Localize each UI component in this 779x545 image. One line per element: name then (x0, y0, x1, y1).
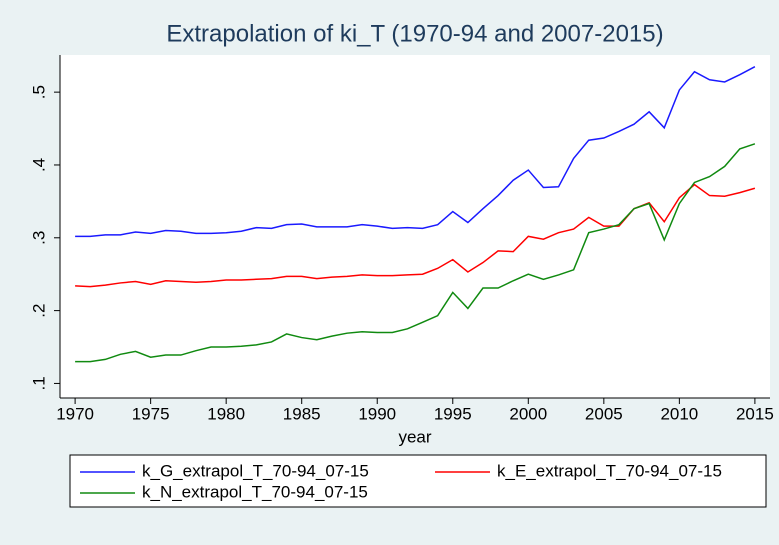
x-tick-label: 2015 (736, 404, 774, 423)
y-tick-label: .1 (29, 376, 48, 390)
x-tick-label: 2005 (585, 404, 623, 423)
plot-area (60, 55, 770, 398)
legend (69, 454, 767, 508)
x-tick-label: 1990 (358, 404, 396, 423)
y-tick-label: .3 (29, 231, 48, 245)
chart-title: Extrapolation of ki_T (1970-94 and 2007-… (166, 20, 663, 47)
x-tick-label: 2010 (660, 404, 698, 423)
x-tick-label: 1970 (56, 404, 94, 423)
x-axis-label: year (398, 427, 431, 446)
legend-label: k_E_extrapol_T_70-94_07-15 (497, 461, 722, 480)
x-tick-label: 1980 (207, 404, 245, 423)
x-tick-label: 2000 (509, 404, 547, 423)
legend-label: k_N_extrapol_T_70-94_07-15 (142, 482, 368, 501)
line-series (75, 143, 756, 363)
x-tick-label: 1985 (283, 404, 321, 423)
y-tick-label: .5 (29, 85, 48, 99)
line-series (75, 65, 756, 238)
x-tick-label: 1995 (434, 404, 472, 423)
x-tick-label: 1975 (132, 404, 170, 423)
y-tick-label: .2 (29, 304, 48, 318)
legend-label: k_G_extrapol_T_70-94_07-15 (142, 461, 369, 480)
y-tick-label: .4 (29, 158, 48, 172)
